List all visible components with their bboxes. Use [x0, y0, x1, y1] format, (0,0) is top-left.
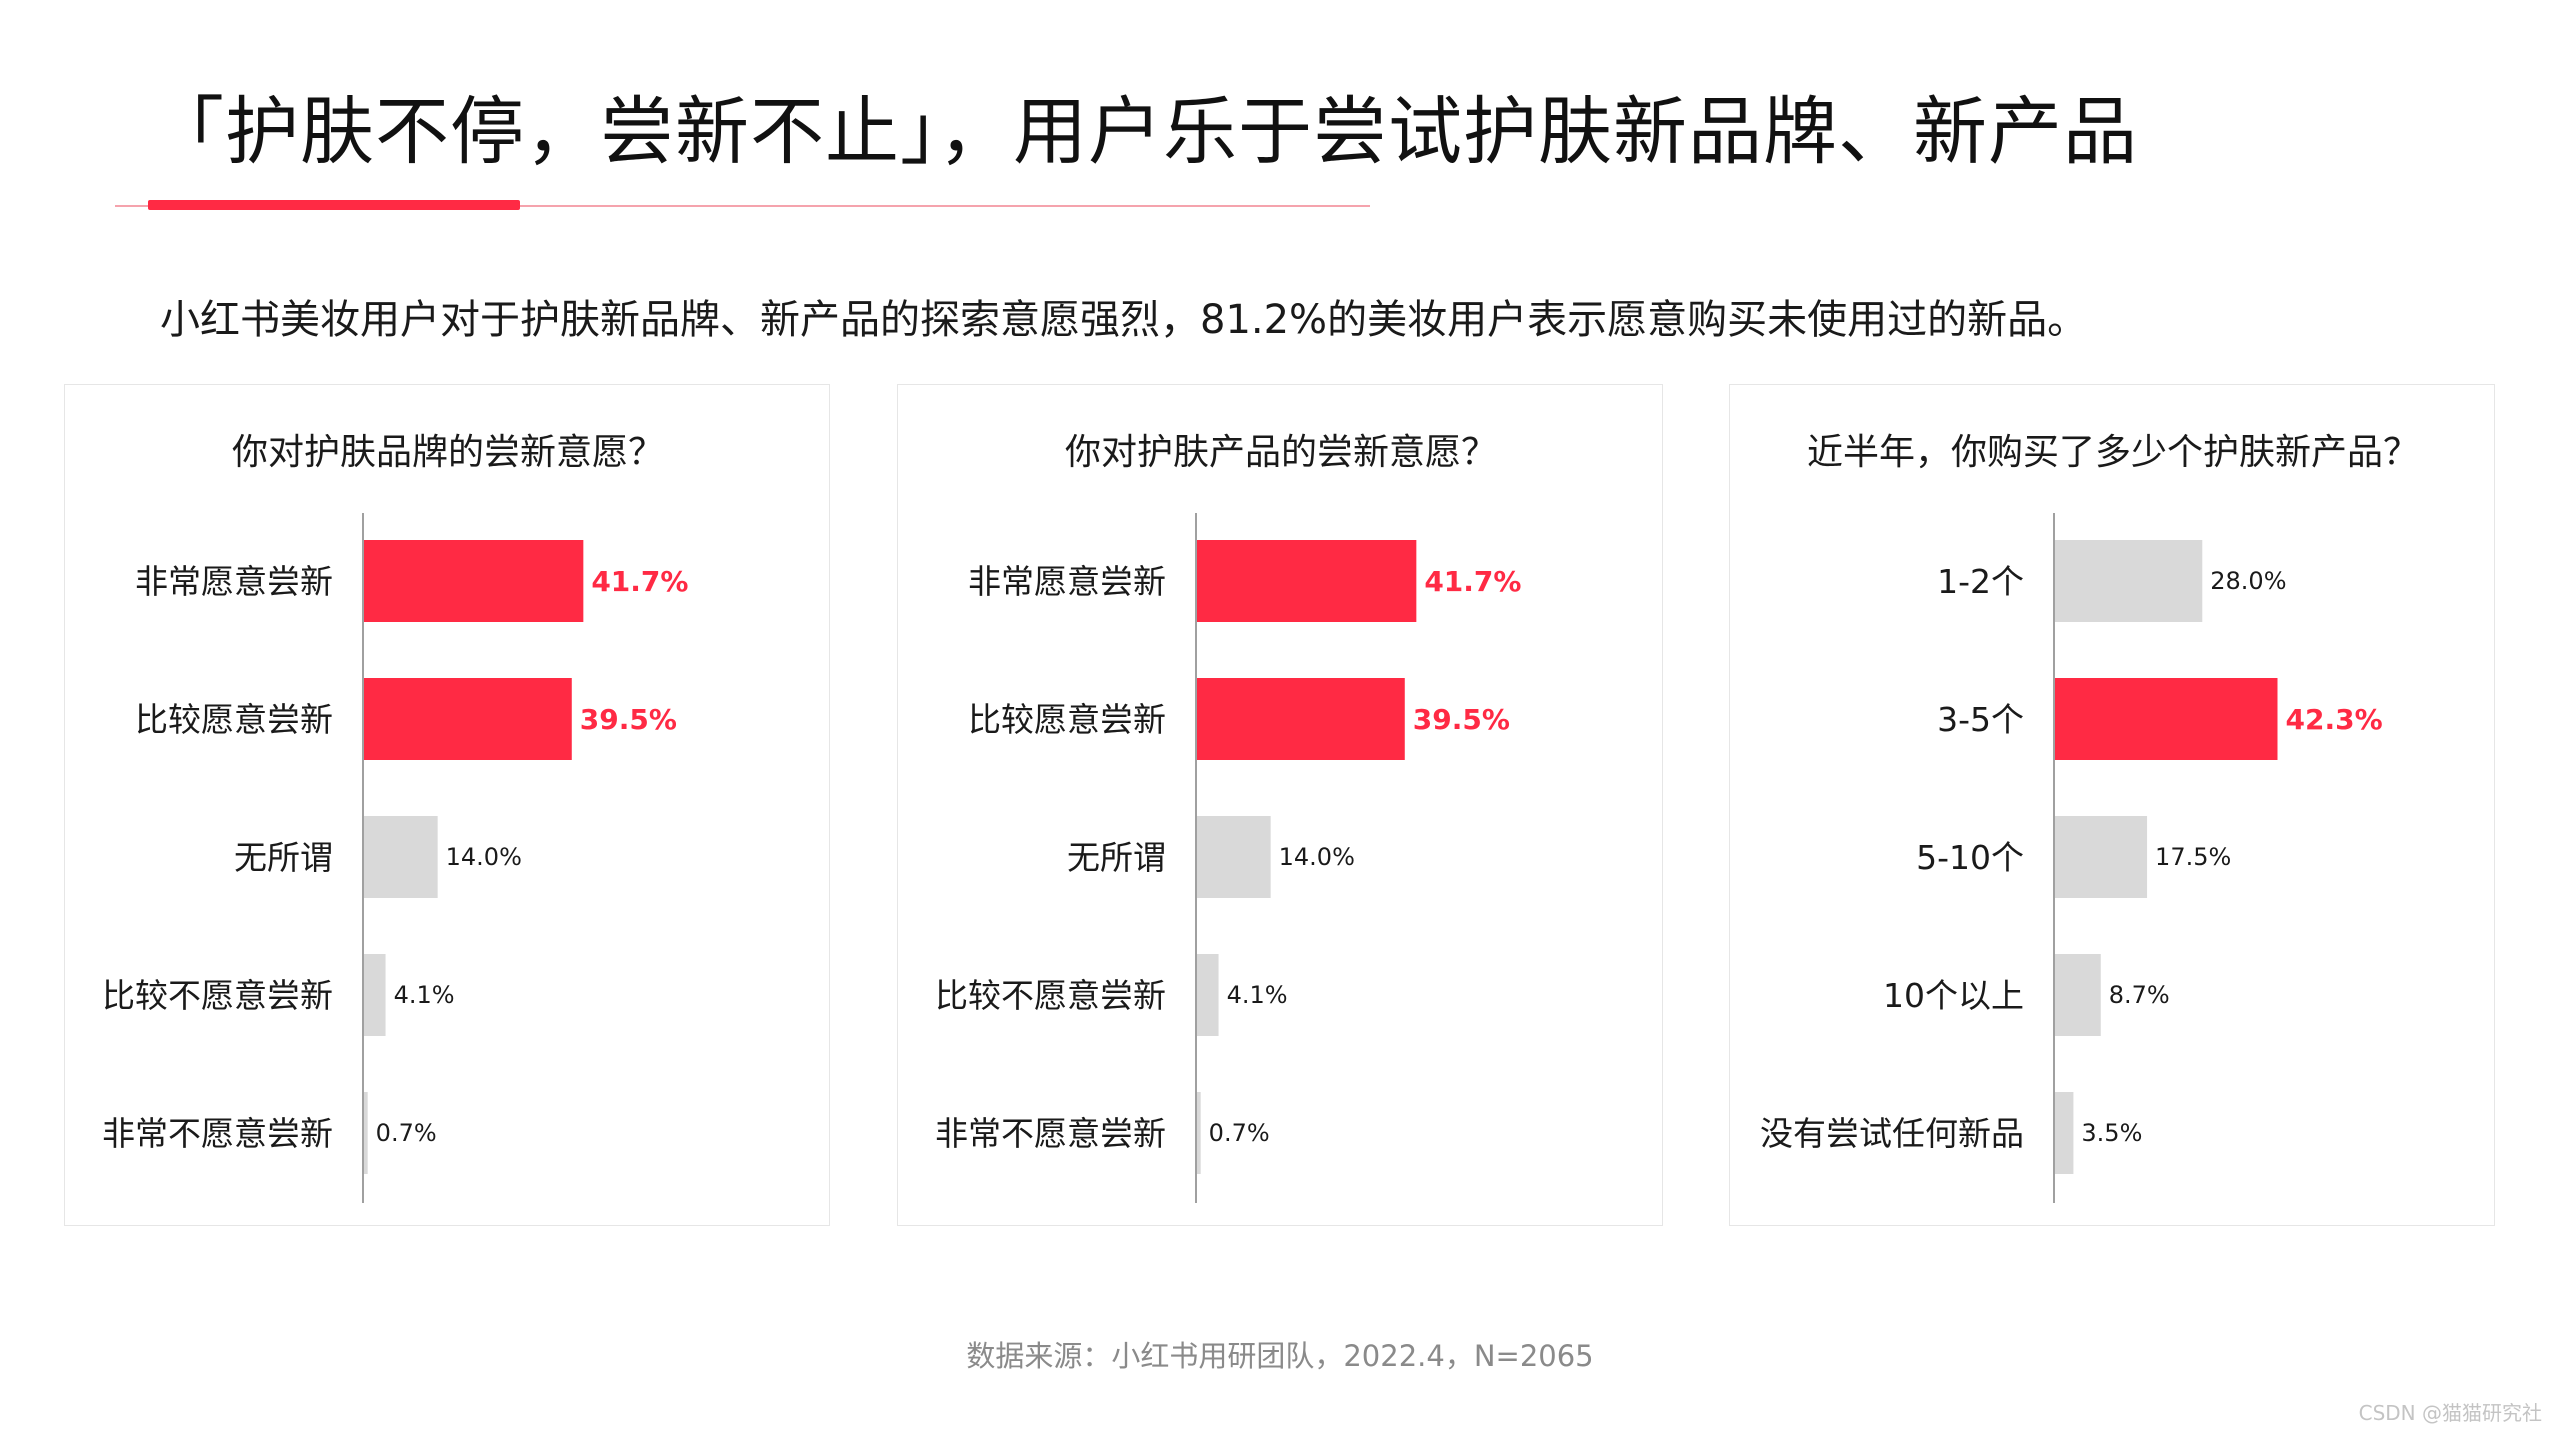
chart-panel-product: 你对护肤产品的尝新意愿？ 非常愿意尝新 41.7% 比较愿意尝新 39.5% 无所谓 14.…: [897, 384, 1663, 1226]
data-label: 41.7%: [591, 565, 688, 598]
bar: [2055, 1092, 2074, 1174]
bar: [364, 678, 572, 760]
bar: [364, 816, 438, 898]
bar: [1197, 954, 1219, 1036]
data-label: 4.1%: [1227, 981, 1288, 1009]
bar: [1197, 678, 1405, 760]
data-label: 8.7%: [2109, 981, 2170, 1009]
title-underline: [115, 205, 1370, 207]
bar: [1197, 1092, 1201, 1174]
bar: [1197, 816, 1271, 898]
category-label: 比较不愿意尝新: [935, 976, 1166, 1015]
chart-panel-brand: 你对护肤品牌的尝新意愿？ 非常愿意尝新 41.7% 比较愿意尝新 39.5% 无所谓 14.…: [64, 384, 830, 1226]
data-label: 3.5%: [2081, 1119, 2142, 1147]
data-label: 4.1%: [394, 981, 455, 1009]
bar: [2055, 954, 2101, 1036]
category-label: 无所谓: [1067, 838, 1166, 877]
category-label: 比较不愿意尝新: [102, 976, 333, 1015]
category-label: 非常不愿意尝新: [935, 1114, 1166, 1153]
data-label: 42.3%: [2285, 703, 2382, 736]
chart-title: 你对护肤品牌的尝新意愿？: [232, 432, 664, 473]
data-label: 41.7%: [1424, 565, 1521, 598]
watermark-text: CSDN @猫猫研究社: [2358, 1401, 2542, 1425]
category-label: 没有尝试任何新品: [1760, 1114, 2024, 1153]
chart-product-svg: 你对护肤产品的尝新意愿？ 非常愿意尝新 41.7% 比较愿意尝新 39.5% 无所谓 14.…: [935, 432, 1521, 1203]
data-label: 39.5%: [580, 703, 677, 736]
data-label: 17.5%: [2155, 843, 2231, 871]
chart-title: 近半年，你购买了多少个护肤新产品？: [1807, 432, 2419, 473]
bar: [2055, 816, 2148, 898]
data-label: 0.7%: [1209, 1119, 1270, 1147]
page-subtitle: 小红书美妆用户对于护肤新品牌、新产品的探索意愿强烈，81.2%的美妆用户表示愿意…: [160, 297, 2088, 343]
bar: [1197, 540, 1417, 622]
data-label: 0.7%: [376, 1119, 437, 1147]
data-source-note: 数据来源：小红书用研团队，2022.4，N=2065: [966, 1339, 1594, 1373]
data-label: 14.0%: [1279, 843, 1355, 871]
page-title: 「护肤不停，尝新不止」，用户乐于尝试护肤新品牌、新产品: [150, 89, 2138, 175]
bar: [2055, 540, 2203, 622]
chart-panel-purchase-count: 近半年，你购买了多少个护肤新产品？ 1-2个 28.0% 3-5个 42.3% 5-10个…: [1729, 384, 2495, 1226]
chart-title: 你对护肤产品的尝新意愿？: [1065, 432, 1497, 473]
category-label: 非常不愿意尝新: [102, 1114, 333, 1153]
title-accent-bar: [148, 200, 520, 210]
data-label: 39.5%: [1413, 703, 1510, 736]
chart-brand-svg: 你对护肤品牌的尝新意愿？ 非常愿意尝新 41.7% 比较愿意尝新 39.5% 无所谓 14.…: [102, 432, 688, 1203]
category-label: 10个以上: [1883, 976, 2024, 1015]
category-label: 1-2个: [1937, 562, 2024, 601]
bar: [2055, 678, 2278, 760]
bar: [364, 540, 584, 622]
category-label: 非常愿意尝新: [968, 562, 1166, 601]
category-label: 非常愿意尝新: [135, 562, 333, 601]
bar: [364, 954, 386, 1036]
chart-purchase-count-svg: 近半年，你购买了多少个护肤新产品？ 1-2个 28.0% 3-5个 42.3% 5-10个…: [1760, 432, 2419, 1203]
category-label: 3-5个: [1937, 700, 2024, 739]
data-label: 28.0%: [2210, 567, 2286, 595]
bar: [364, 1092, 368, 1174]
category-label: 比较愿意尝新: [135, 700, 333, 739]
category-label: 无所谓: [234, 838, 333, 877]
category-label: 比较愿意尝新: [968, 700, 1166, 739]
category-label: 5-10个: [1916, 838, 2024, 877]
data-label: 14.0%: [446, 843, 522, 871]
